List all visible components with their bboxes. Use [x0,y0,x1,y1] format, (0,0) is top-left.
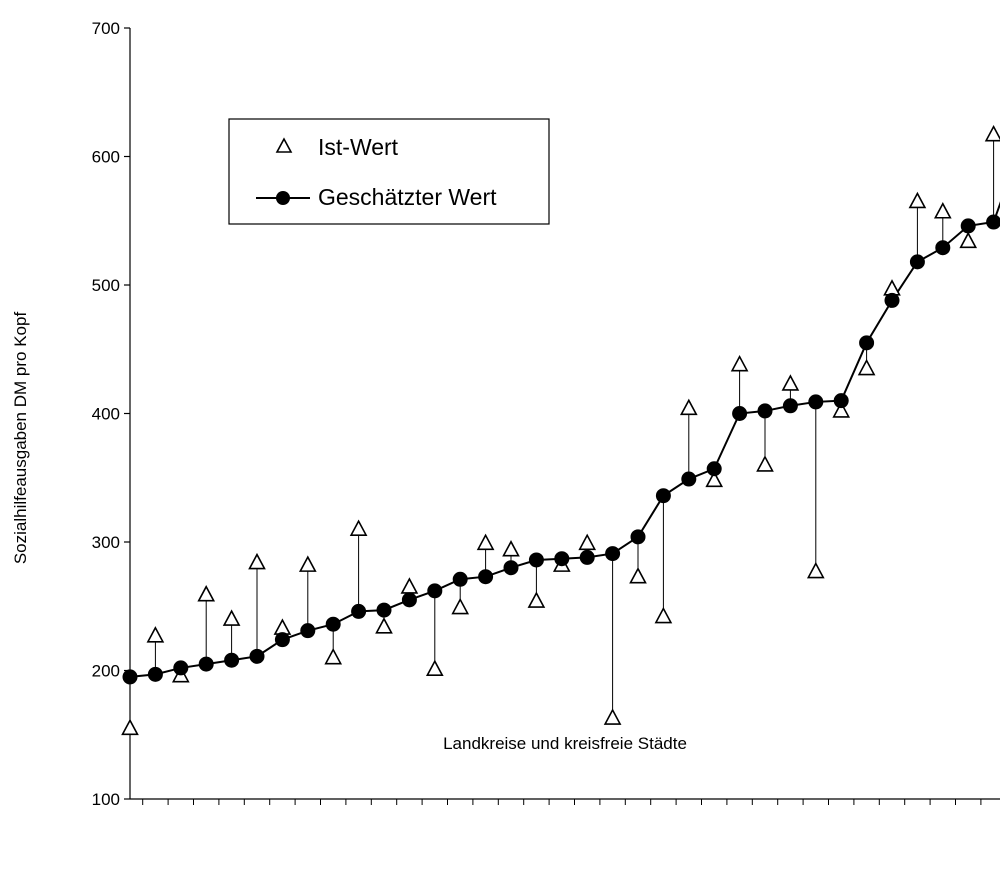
geschaetzter-wert-point [274,632,290,648]
y-tick-label: 100 [92,790,120,809]
geschaetzter-wert-point [605,546,621,562]
ist-wert-point [730,354,749,372]
ist-wert-point [603,708,622,725]
axes: 100 200 300 400 500 600 700 [92,19,1000,809]
y-tick-label: 300 [92,533,120,552]
legend-circle-icon [276,191,290,205]
geschaetzter-wert-point [300,623,316,639]
geschaetzter-wert-point [706,461,722,477]
y-tick-label: 400 [92,405,120,424]
estimated-series-line [129,201,1000,678]
geschaetzter-wert-point [351,603,367,619]
ist-wert-point [121,718,139,736]
geschaetzter-wert-point [681,471,697,487]
geschaetzter-wert-point [528,552,544,568]
legend-box [228,118,550,225]
geschaetzter-wert-point [198,656,214,672]
ist-wert-point [375,617,393,634]
geschaetzter-wert-point [478,569,494,585]
geschaetzter-wert-point [732,406,748,421]
ist-wert-point [705,470,724,488]
ist-wert-point [654,606,673,624]
ist-wert-point [349,519,368,536]
data-points [121,124,1000,736]
ist-wert-point [781,374,800,391]
geschaetzter-wert-point [427,583,443,599]
y-tick-label: 500 [92,276,120,295]
geschaetzter-wert-point [579,549,595,565]
ist-wert-point [476,533,495,551]
estimated-polyline [129,201,1000,678]
ist-wert-point [908,191,927,209]
geschaetzter-wert-point [224,652,240,668]
ist-wert-point [400,577,419,594]
y-axis-label: Sozialhilfeausgaben DM pro Kopf [11,312,30,565]
ist-wert-point [273,618,292,635]
ist-wert-point [222,609,241,626]
geschaetzter-wert-point [782,398,798,414]
ist-wert-point [146,626,165,643]
geschaetzter-wert-point [325,616,341,632]
x-axis-label: Landkreise und kreisfreie Städte [443,734,687,753]
geschaetzter-wert-point [452,571,468,587]
geschaetzter-wert-point [554,551,570,567]
ist-wert-point [527,591,546,608]
y-tick-label: 700 [92,19,120,38]
ist-wert-point [857,358,876,376]
ist-wert-point [629,567,647,584]
geschaetzter-wert-point [630,529,646,545]
geschaetzter-wert-point [173,660,189,676]
ist-wert-point [933,202,952,219]
legend-label-geschaetzter-wert: Geschätzter Wert [318,184,497,210]
geschaetzter-wert-point [833,393,849,409]
ist-wert-point [806,561,825,579]
ist-wert-point [959,231,978,249]
y-tick-label: 600 [92,148,120,167]
geschaetzter-wert-point [122,669,138,685]
ist-wert-point [324,647,343,665]
geschaetzter-wert-point [757,403,773,419]
geschaetzter-wert-point [147,666,163,682]
ist-wert-point [578,533,597,551]
ist-wert-point [425,659,444,677]
ist-wert-point [451,597,470,615]
legend-triangle-icon [275,137,293,153]
ist-wert-point [502,540,520,557]
geschaetzter-wert-point [249,648,265,664]
geschaetzter-wert-point [909,254,925,270]
geschaetzter-wert-point [986,214,1000,230]
legend-label-ist-wert: Ist-Wert [318,134,399,160]
ist-wert-point [679,398,698,416]
geschaetzter-wert-point [884,292,900,308]
ist-wert-point [298,555,317,572]
ist-wert-point [756,455,774,472]
ist-wert-point [832,401,851,418]
ist-wert-point [984,124,1000,142]
geschaetzter-wert-point [401,592,417,608]
geschaetzter-wert-point [859,335,875,351]
geschaetzter-wert-point [655,488,671,504]
y-tick-label: 200 [92,662,120,681]
geschaetzter-wert-point [808,394,824,410]
legend: Ist-Wert Geschätzter Wert [228,118,550,225]
geschaetzter-wert-point [960,218,976,234]
geschaetzter-wert-point [503,560,519,576]
ist-wert-point [883,279,901,296]
ist-wert-point [197,584,216,602]
ist-wert-point [248,552,266,570]
geschaetzter-wert-point [935,240,951,256]
geschaetzter-wert-point [376,602,392,618]
